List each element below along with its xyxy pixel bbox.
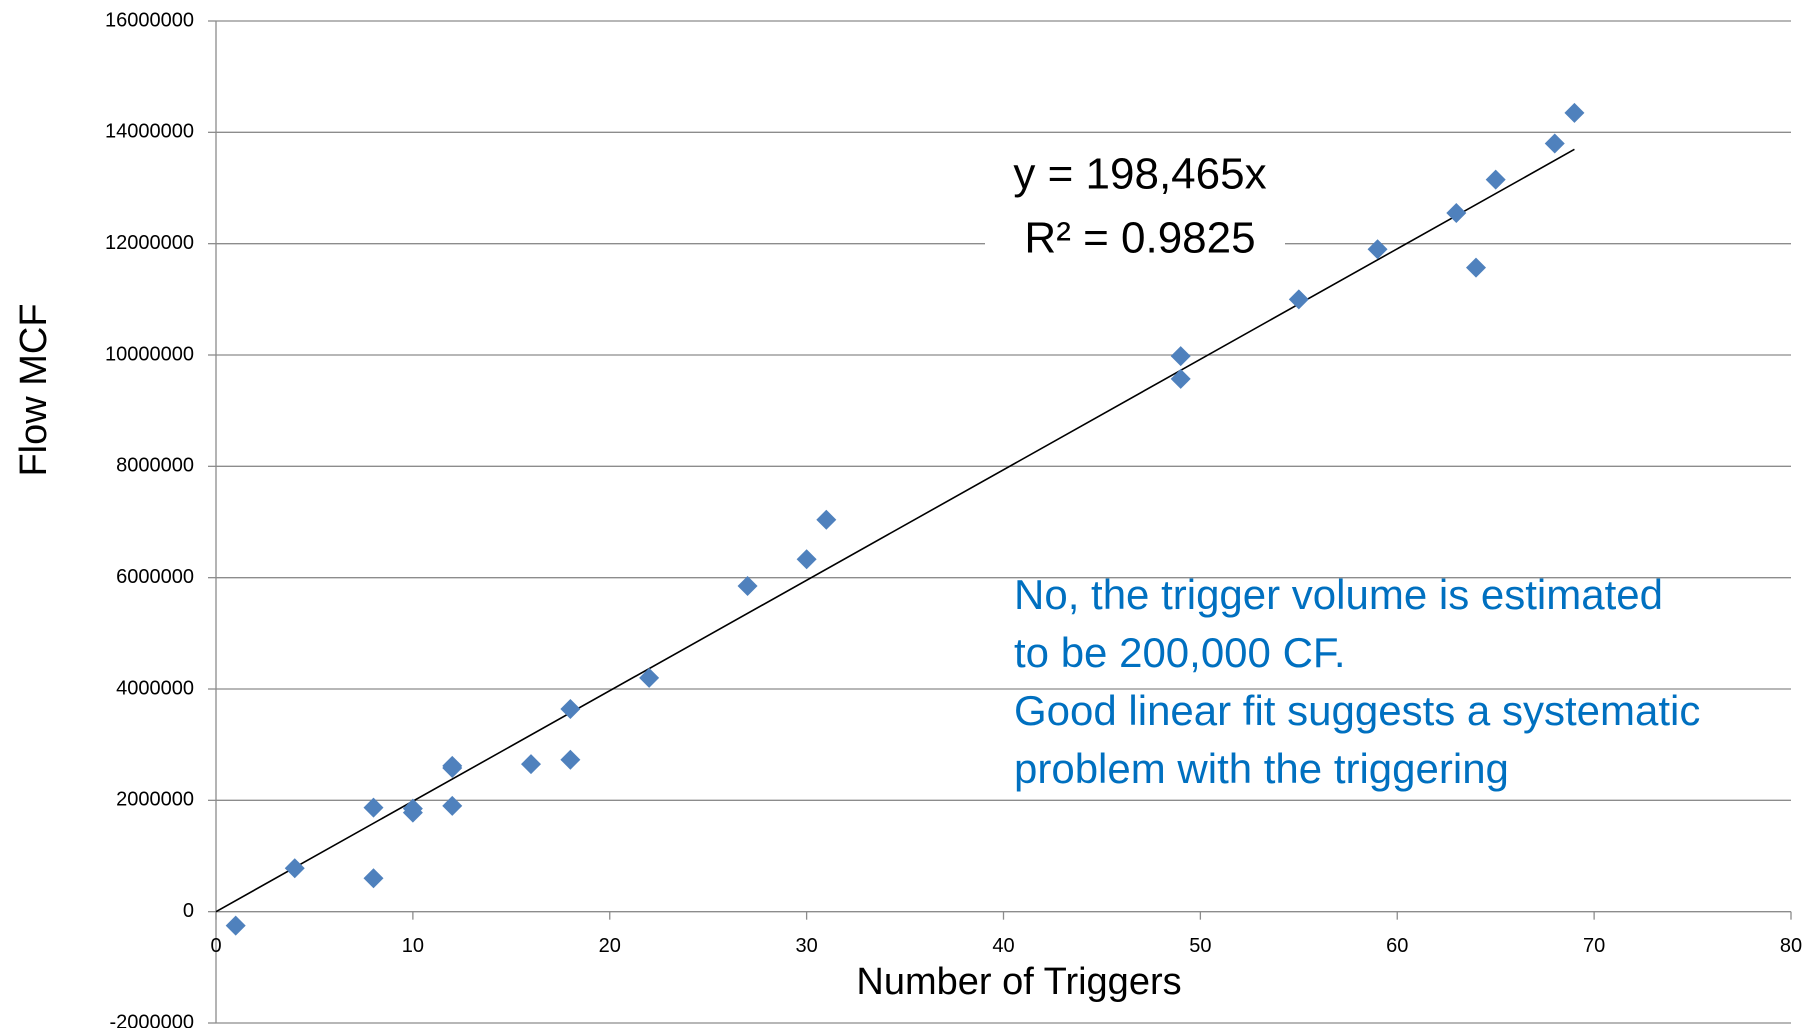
annotation: No, the trigger volume is estimated xyxy=(1014,571,1663,618)
data-point xyxy=(521,754,541,775)
x-tick-label: 20 xyxy=(599,935,621,957)
x-tick-label: 50 xyxy=(1189,935,1211,957)
data-point xyxy=(560,699,581,720)
annotation: to be 200,000 CF. xyxy=(1014,629,1346,676)
y-tick-label: 12000000 xyxy=(105,232,194,254)
y-tick-label: 14000000 xyxy=(105,121,194,143)
y-axis-title: Flow MCF xyxy=(13,303,55,476)
annotation: Good linear fit suggests a systematic xyxy=(1014,687,1700,734)
data-point xyxy=(363,868,384,889)
data-point xyxy=(1367,239,1388,260)
data-point xyxy=(1170,368,1191,389)
trendline xyxy=(215,148,1575,913)
x-tick-label: 80 xyxy=(1780,935,1802,957)
data-point xyxy=(796,549,817,570)
trendline-equation: y = 198,465x xyxy=(1013,150,1266,199)
data-point xyxy=(1485,169,1506,190)
data-point xyxy=(816,509,837,530)
y-tick-label: -2000000 xyxy=(109,1011,194,1028)
x-tick-label: 30 xyxy=(796,935,818,957)
data-point xyxy=(225,915,246,936)
x-axis-title: Number of Triggers xyxy=(856,961,1181,1003)
data-point xyxy=(442,758,463,779)
y-tick-label: 0 xyxy=(183,900,194,922)
data-point xyxy=(1170,346,1191,367)
y-tick-label: 2000000 xyxy=(116,789,194,811)
y-tick-label: 6000000 xyxy=(116,566,194,588)
x-tick-label: 10 xyxy=(402,935,424,957)
data-point xyxy=(363,797,384,818)
x-tick-label: 0 xyxy=(210,935,221,957)
equation-background xyxy=(985,145,1285,260)
data-point xyxy=(1446,203,1467,224)
data-point xyxy=(1466,257,1486,278)
data-point xyxy=(1544,133,1565,154)
trendline-r2: R² = 0.9825 xyxy=(1024,214,1255,263)
x-tick-label: 40 xyxy=(992,935,1014,957)
data-point xyxy=(442,795,463,816)
x-tick-label: 60 xyxy=(1386,935,1408,957)
y-tick-label: 10000000 xyxy=(105,343,194,365)
data-point xyxy=(402,802,423,823)
data-point xyxy=(639,667,660,688)
y-tick-label: 8000000 xyxy=(116,455,194,477)
y-tick-label: 16000000 xyxy=(105,9,194,31)
y-tick-label: 4000000 xyxy=(116,677,194,699)
data-point xyxy=(560,749,581,770)
data-point xyxy=(1564,102,1585,123)
data-point xyxy=(1288,289,1309,310)
x-tick-label: 70 xyxy=(1583,935,1605,957)
annotation: problem with the triggering xyxy=(1014,745,1509,792)
data-point xyxy=(284,858,305,879)
data-point xyxy=(737,576,758,597)
